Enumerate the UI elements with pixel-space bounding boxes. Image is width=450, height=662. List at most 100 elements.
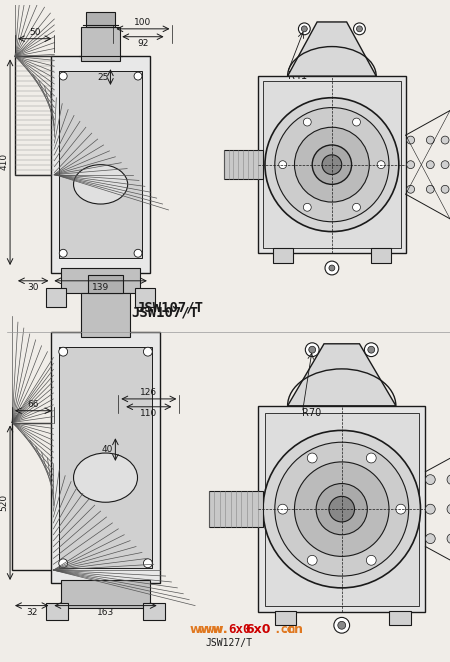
Circle shape bbox=[377, 161, 385, 169]
Circle shape bbox=[427, 185, 434, 193]
Text: R41: R41 bbox=[288, 71, 307, 81]
Bar bbox=[15, 56, 54, 175]
Bar bbox=[61, 268, 140, 293]
Circle shape bbox=[307, 555, 317, 565]
Circle shape bbox=[425, 475, 435, 485]
Circle shape bbox=[59, 72, 67, 80]
Circle shape bbox=[325, 261, 339, 275]
Circle shape bbox=[407, 136, 414, 144]
Circle shape bbox=[427, 161, 434, 169]
Circle shape bbox=[134, 72, 142, 80]
Text: 110: 110 bbox=[140, 408, 158, 418]
Circle shape bbox=[329, 496, 355, 522]
Text: 6x0: 6x0 bbox=[245, 623, 271, 636]
Circle shape bbox=[427, 136, 434, 144]
Text: JSW107/T: JSW107/T bbox=[136, 301, 203, 314]
Bar bbox=[143, 602, 165, 620]
Circle shape bbox=[366, 453, 376, 463]
Text: www.: www. bbox=[190, 623, 229, 636]
Circle shape bbox=[309, 346, 315, 353]
Circle shape bbox=[305, 343, 319, 357]
Circle shape bbox=[59, 250, 67, 257]
Text: 40: 40 bbox=[102, 445, 113, 453]
Circle shape bbox=[329, 265, 335, 271]
Text: 25: 25 bbox=[97, 73, 108, 81]
Bar bbox=[135, 288, 155, 307]
Circle shape bbox=[396, 504, 406, 514]
Circle shape bbox=[134, 250, 142, 257]
Circle shape bbox=[356, 26, 362, 32]
Circle shape bbox=[407, 185, 414, 193]
Bar bbox=[46, 602, 68, 620]
Text: 139: 139 bbox=[92, 283, 109, 292]
Circle shape bbox=[441, 161, 449, 169]
Circle shape bbox=[352, 203, 360, 211]
Bar bbox=[61, 580, 150, 608]
Circle shape bbox=[425, 504, 435, 514]
Circle shape bbox=[368, 346, 375, 353]
Circle shape bbox=[275, 442, 409, 576]
Ellipse shape bbox=[73, 165, 128, 204]
Circle shape bbox=[354, 23, 365, 34]
Text: JSW127/T: JSW127/T bbox=[205, 638, 252, 648]
Circle shape bbox=[447, 475, 450, 485]
Bar bbox=[263, 81, 401, 248]
Text: R70: R70 bbox=[302, 408, 322, 418]
Circle shape bbox=[294, 462, 389, 556]
Circle shape bbox=[322, 155, 342, 175]
Text: 163: 163 bbox=[97, 608, 114, 616]
Circle shape bbox=[447, 534, 450, 544]
Polygon shape bbox=[288, 344, 396, 406]
Bar bbox=[81, 293, 130, 337]
Text: 6x0: 6x0 bbox=[229, 623, 251, 636]
Bar bbox=[51, 332, 160, 583]
Circle shape bbox=[59, 348, 68, 356]
Bar bbox=[265, 412, 419, 606]
Circle shape bbox=[441, 185, 449, 193]
Circle shape bbox=[303, 203, 311, 211]
Circle shape bbox=[278, 504, 288, 514]
Bar bbox=[59, 71, 142, 258]
Circle shape bbox=[265, 98, 399, 232]
Bar bbox=[224, 150, 263, 179]
Text: .cn: .cn bbox=[283, 623, 304, 636]
Polygon shape bbox=[288, 22, 376, 76]
Text: 126: 126 bbox=[140, 388, 158, 397]
Circle shape bbox=[352, 118, 360, 126]
Bar bbox=[46, 288, 66, 307]
Circle shape bbox=[144, 559, 152, 568]
Circle shape bbox=[364, 343, 378, 357]
Circle shape bbox=[275, 108, 389, 222]
Circle shape bbox=[338, 622, 346, 629]
Bar bbox=[12, 422, 54, 570]
Circle shape bbox=[59, 559, 68, 568]
Circle shape bbox=[294, 127, 369, 202]
Bar bbox=[86, 12, 115, 27]
Circle shape bbox=[441, 136, 449, 144]
Bar bbox=[258, 76, 406, 254]
Bar bbox=[275, 610, 297, 626]
Text: 66: 66 bbox=[27, 400, 38, 408]
Text: 100: 100 bbox=[134, 18, 152, 27]
Circle shape bbox=[316, 483, 367, 535]
Circle shape bbox=[303, 118, 311, 126]
Circle shape bbox=[298, 23, 310, 34]
Bar bbox=[88, 275, 123, 293]
Circle shape bbox=[366, 555, 376, 565]
Bar bbox=[273, 248, 292, 263]
Text: 50: 50 bbox=[29, 28, 40, 36]
Bar bbox=[51, 56, 150, 273]
Bar bbox=[258, 406, 425, 612]
Circle shape bbox=[334, 618, 350, 633]
Text: 30: 30 bbox=[27, 283, 38, 292]
Text: 92: 92 bbox=[137, 38, 148, 48]
Circle shape bbox=[144, 348, 152, 356]
Bar bbox=[59, 347, 152, 568]
Bar bbox=[81, 27, 120, 62]
Circle shape bbox=[312, 145, 351, 184]
Circle shape bbox=[307, 453, 317, 463]
Ellipse shape bbox=[73, 453, 138, 502]
Circle shape bbox=[263, 430, 420, 588]
Bar bbox=[209, 491, 263, 527]
Text: www.: www. bbox=[198, 623, 229, 636]
